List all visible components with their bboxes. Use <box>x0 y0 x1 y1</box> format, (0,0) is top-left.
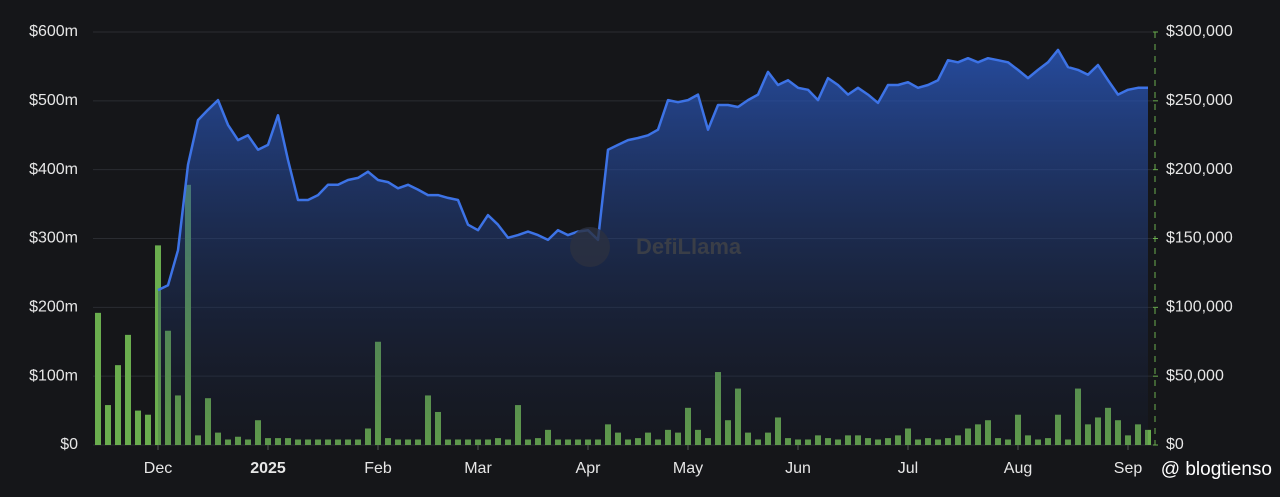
y2-tick-label: $100,000 <box>1166 299 1233 316</box>
tvl-area <box>158 49 1148 446</box>
x-tick-label: Dec <box>144 460 172 477</box>
x-tick-label: 2025 <box>250 460 286 477</box>
credit-text: @ blogtienso <box>1161 459 1272 480</box>
volume-bar <box>125 334 131 445</box>
x-tick-label: Jul <box>898 460 918 477</box>
tvl-line <box>157 48 1148 292</box>
y2-tick-label: $250,000 <box>1166 92 1233 109</box>
x-tick-label: Feb <box>364 460 392 477</box>
y-tick-label: $500m <box>29 92 78 109</box>
volume-bar <box>145 414 151 445</box>
x-tick-label: Apr <box>576 460 602 477</box>
y-tick-label: $300m <box>29 230 78 247</box>
y2-tick-label: $200,000 <box>1166 161 1233 178</box>
y2-tick-label: $50,000 <box>1166 367 1224 384</box>
y-tick-label: $400m <box>29 161 78 178</box>
volume-bar <box>95 312 101 445</box>
y2-tick-label: $150,000 <box>1166 230 1233 247</box>
volume-bar <box>105 405 111 445</box>
area-layer <box>157 48 1148 446</box>
y-tick-label: $100m <box>29 367 78 384</box>
x-tick-label: Mar <box>464 460 492 477</box>
label-layer: $0 $100m $200m $300m $400m $500m $600m $0 $50,00… <box>29 23 1233 477</box>
x-tick-label: Sep <box>1114 460 1143 477</box>
y2-tick-label: $300,000 <box>1166 23 1233 40</box>
x-tick-label: Aug <box>1004 460 1032 477</box>
y-tick-label: $0 <box>60 436 78 453</box>
watermark-text: DefiLlama <box>636 234 742 259</box>
y-tick-label: $200m <box>29 299 78 316</box>
volume-bar <box>135 410 141 445</box>
volume-bar <box>115 365 121 445</box>
y2-tick-label: $0 <box>1166 436 1184 453</box>
x-tick-label: Jun <box>785 460 811 477</box>
y-tick-label: $600m <box>29 23 78 40</box>
watermark: DefiLlama <box>570 227 742 267</box>
x-tick-label: May <box>673 460 703 477</box>
watermark-logo <box>570 227 610 267</box>
